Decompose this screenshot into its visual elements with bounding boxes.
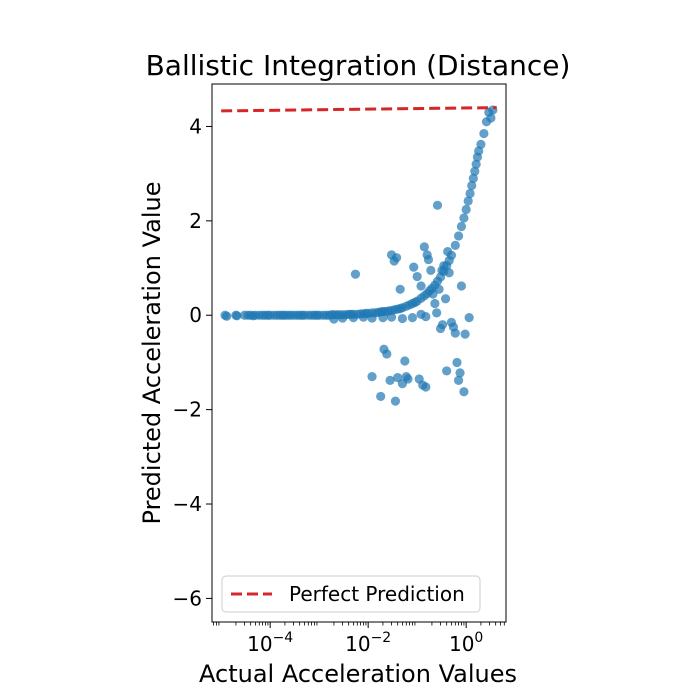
scatter-point [385,375,395,385]
scatter-point [467,180,477,191]
scatter-point [329,314,339,324]
scatter-point [378,313,388,323]
plot-frame [211,83,507,623]
y-tick-label: 0 [189,303,202,327]
scatter-point [432,308,442,318]
scatter-point [367,372,377,382]
scatter-point [400,356,410,366]
scatter-point [376,391,386,402]
scatter-point [468,173,478,183]
scatter-point [430,298,440,309]
scatter-point [452,357,462,368]
points-layer [220,105,498,406]
scatter-point [459,213,469,223]
scatter-point [450,240,460,250]
legend-box [221,575,481,613]
y-tick-label: −6 [173,586,202,610]
chart-title: Ballistic Integration (Distance) [146,49,571,82]
scatter-point [423,254,434,265]
scatter-point [412,271,422,282]
scatter-point [453,231,464,241]
scatter-point [463,196,473,206]
scatter-point [439,261,449,271]
scatter-point [479,128,489,139]
scatter-point [350,269,361,279]
scatter-point [403,374,413,384]
scatter-point [432,200,443,210]
scatter-point [409,262,419,272]
x-tick-label: 10−2 [345,630,391,656]
scatter-point [367,313,377,323]
scatter-point [450,328,460,338]
y-tick-label: −4 [173,492,202,516]
y-tick-label: 2 [189,209,202,233]
y-tick-label: 4 [189,114,202,138]
scatter-point [421,382,431,392]
scatter-point [391,253,402,263]
scatter-point [456,281,467,291]
scatter-point [442,366,452,376]
legend: Perfect Prediction [221,575,481,613]
scatter-point [222,311,232,321]
scatter-point [444,268,454,278]
scatter-point [470,166,480,176]
scatter-point [232,311,242,321]
x-tick-label: 10−4 [247,630,293,656]
scatter-point [459,387,469,397]
scatter-point [471,159,481,169]
scatter-point [358,312,369,322]
scatter-point [407,313,418,323]
scatter-point [386,312,397,322]
scatter-point [437,320,448,330]
scatter-point [421,312,431,322]
scatter-point [390,396,401,406]
scatter-point [348,313,359,323]
scatter-point [337,313,348,323]
scatter-point [465,188,475,199]
scatter-point [460,329,470,339]
scatter-point [397,313,408,324]
scatter-point [476,139,486,150]
scatter-point [456,221,467,232]
x-axis-label: Actual Acceleration Values [199,660,517,688]
scatter-point [486,113,496,123]
y-tick-label: −2 [173,398,202,422]
y-axis: 4 2 0 −2 −4 −6 [173,114,212,610]
scatter-point [453,375,464,385]
scatter-point [434,284,444,294]
scatter-point [455,368,465,378]
x-tick-label: 100 [449,630,483,656]
y-axis-label: Predicted Acceleration Value [138,182,166,525]
perfect-prediction-line [221,106,497,113]
scatter-point [419,242,429,252]
scatter-point [443,246,453,257]
scatter-point [464,313,474,323]
scatter-point [440,294,451,304]
scatter-point [395,284,405,294]
scatter-point [461,204,471,215]
x-axis: 10−4 10−2 100 [213,622,505,656]
legend-label-perfect-prediction: Perfect Prediction [289,582,465,606]
scatter-point [426,265,436,276]
scatter-point [382,349,392,359]
scatter-point [416,281,426,291]
